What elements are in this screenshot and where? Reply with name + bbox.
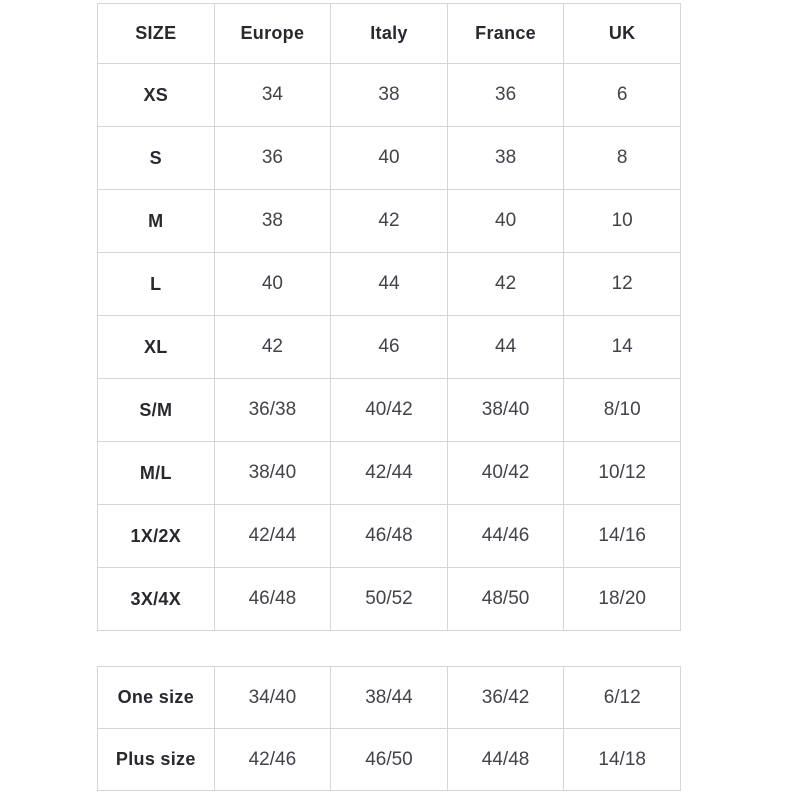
row-label: One size: [97, 666, 215, 729]
table-cell: 36/42: [446, 666, 565, 729]
table-row-1x2x: 1X/2X 42/44 46/48 44/46 14/16: [97, 504, 681, 568]
table-cell: 10/12: [563, 441, 681, 505]
table-cell: 40/42: [330, 378, 448, 442]
table-row-ml: M/L 38/40 42/44 40/42 10/12: [97, 441, 681, 505]
table-row-3x4x: 3X/4X 46/48 50/52 48/50 18/20: [97, 567, 681, 631]
table-cell: 42/44: [330, 441, 448, 505]
table-cell: 6/12: [563, 666, 681, 729]
table-cell: 46/50: [330, 728, 448, 791]
table-row-xl: XL 42 46 44 14: [97, 315, 681, 379]
table-row-xs: XS 34 38 36 6: [97, 63, 681, 127]
table-row-s: S 36 40 38 8: [97, 126, 681, 190]
special-sizes-table: One size 34/40 38/44 36/42 6/12 Plus siz…: [97, 666, 681, 791]
table-cell: 42/46: [213, 728, 332, 791]
column-header-europe: Europe: [213, 3, 332, 64]
table-cell: 12: [563, 252, 681, 316]
row-label: M/L: [97, 441, 215, 505]
column-header-france: France: [446, 3, 565, 64]
table-row-m: M 38 42 40 10: [97, 189, 681, 253]
table-cell: 38: [213, 189, 332, 253]
table-cell: 40/42: [446, 441, 565, 505]
table-cell: 36: [446, 63, 565, 127]
table-cell: 38/40: [213, 441, 332, 505]
table-cell: 34/40: [213, 666, 332, 729]
table-cell: 14/18: [563, 728, 681, 791]
row-label: 3X/4X: [97, 567, 215, 631]
table-cell: 40: [330, 126, 448, 190]
column-header-size: SIZE: [97, 3, 215, 64]
table-cell: 40: [213, 252, 332, 316]
table-cell: 38/44: [330, 666, 448, 729]
row-label: 1X/2X: [97, 504, 215, 568]
table-cell: 46/48: [330, 504, 448, 568]
table-cell: 40: [446, 189, 565, 253]
table-cell: 8: [563, 126, 681, 190]
table-cell: 8/10: [563, 378, 681, 442]
table-cell: 18/20: [563, 567, 681, 631]
row-label: L: [97, 252, 215, 316]
table-cell: 50/52: [330, 567, 448, 631]
table-cell: 38/40: [446, 378, 565, 442]
table-cell: 44: [446, 315, 565, 379]
row-label: M: [97, 189, 215, 253]
table-cell: 44: [330, 252, 448, 316]
table-cell: 46/48: [213, 567, 332, 631]
size-conversion-table: SIZE Europe Italy France UK XS 34 38 36 …: [97, 3, 681, 631]
column-header-italy: Italy: [330, 3, 448, 64]
table-cell: 6: [563, 63, 681, 127]
table-cell: 10: [563, 189, 681, 253]
row-label: XS: [97, 63, 215, 127]
table-cell: 34: [213, 63, 332, 127]
row-label: Plus size: [97, 728, 215, 791]
table-cell: 14: [563, 315, 681, 379]
table-row-one-size: One size 34/40 38/44 36/42 6/12: [97, 666, 681, 729]
table-cell: 42/44: [213, 504, 332, 568]
table-cell: 44/48: [446, 728, 565, 791]
header-row: SIZE Europe Italy France UK: [97, 3, 681, 64]
table-cell: 14/16: [563, 504, 681, 568]
table-cell: 44/46: [446, 504, 565, 568]
table-cell: 42: [446, 252, 565, 316]
table-row-sm: S/M 36/38 40/42 38/40 8/10: [97, 378, 681, 442]
row-label: XL: [97, 315, 215, 379]
column-header-uk: UK: [563, 3, 681, 64]
table-row-l: L 40 44 42 12: [97, 252, 681, 316]
table-cell: 38: [330, 63, 448, 127]
table-cell: 42: [213, 315, 332, 379]
table-row-plus-size: Plus size 42/46 46/50 44/48 14/18: [97, 728, 681, 791]
row-label: S: [97, 126, 215, 190]
table-cell: 38: [446, 126, 565, 190]
table-cell: 42: [330, 189, 448, 253]
table-cell: 48/50: [446, 567, 565, 631]
row-label: S/M: [97, 378, 215, 442]
table-cell: 36: [213, 126, 332, 190]
table-cell: 36/38: [213, 378, 332, 442]
table-cell: 46: [330, 315, 448, 379]
